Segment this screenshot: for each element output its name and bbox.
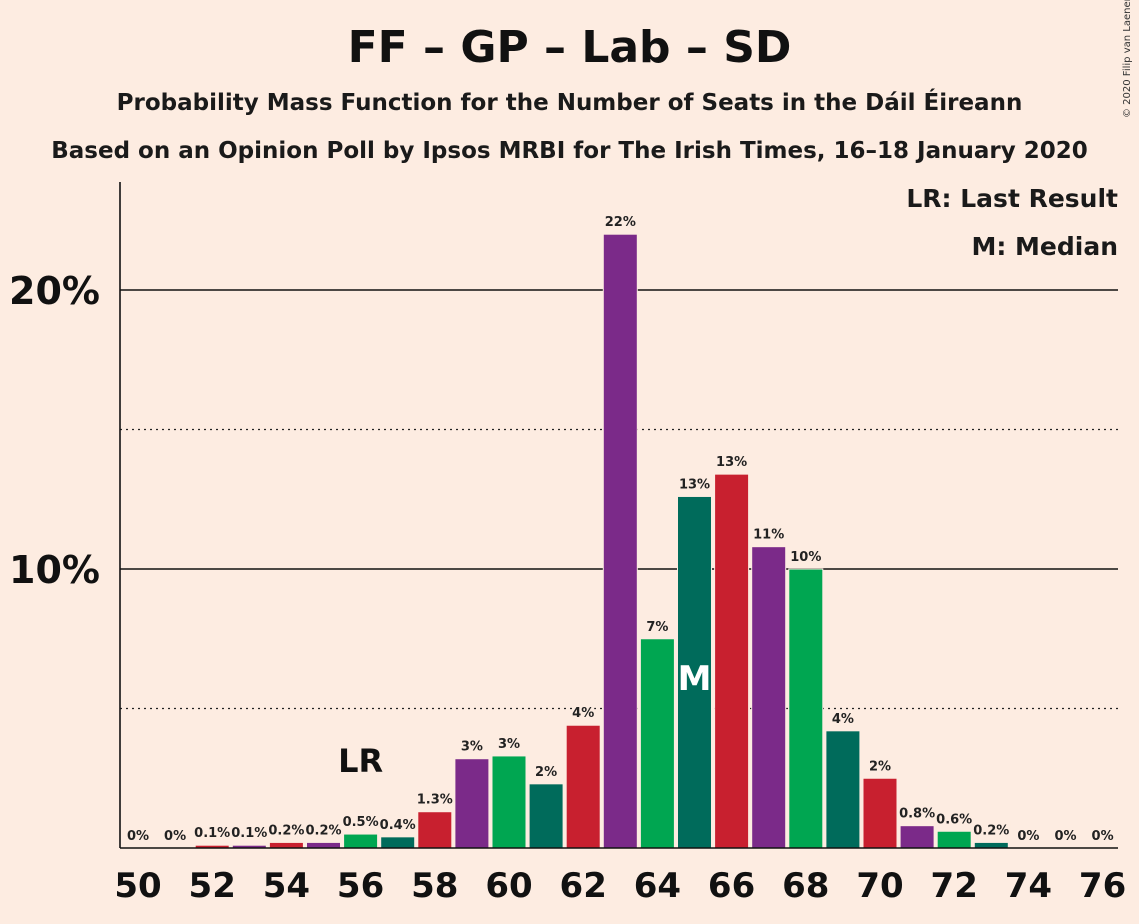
x-tick-label: 72 xyxy=(931,866,978,906)
data-label: 0% xyxy=(127,829,149,844)
data-label: 11% xyxy=(753,528,784,543)
x-tick-label: 52 xyxy=(189,866,236,906)
x-tick-label: 68 xyxy=(782,866,829,906)
chart-title: FF – GP – Lab – SD xyxy=(347,22,792,73)
data-label: 0.4% xyxy=(380,818,416,833)
data-label-bg xyxy=(498,734,520,751)
bar xyxy=(936,830,972,849)
data-label: 13% xyxy=(679,477,710,492)
bar xyxy=(862,777,898,849)
x-tick-label: 76 xyxy=(1079,866,1126,906)
chart-subtitle: Probability Mass Function for the Number… xyxy=(116,90,1023,116)
data-label-bg xyxy=(972,821,1011,838)
data-label-bg xyxy=(1054,827,1077,843)
data-label: 0% xyxy=(1017,829,1039,844)
data-label-bg xyxy=(572,704,595,721)
x-tick-label: 66 xyxy=(708,866,755,906)
data-label-bg xyxy=(164,827,187,843)
data-label-bg xyxy=(230,824,269,841)
data-label: 4% xyxy=(572,706,594,721)
data-label-bg xyxy=(304,821,343,838)
data-label: 0.2% xyxy=(268,823,304,838)
legend-median: M: Median xyxy=(963,232,1118,261)
bar xyxy=(268,841,304,849)
bar xyxy=(380,836,416,849)
data-label: 0.5% xyxy=(343,815,379,830)
data-label-bg xyxy=(1017,827,1040,843)
data-label-bg xyxy=(935,810,974,827)
data-label: 1.3% xyxy=(417,793,453,808)
data-label-bg xyxy=(869,757,891,774)
data-label-bg xyxy=(898,804,937,821)
data-label: 0.1% xyxy=(231,826,267,841)
data-label-bg xyxy=(127,827,149,843)
bar xyxy=(825,730,861,849)
data-label: 0.6% xyxy=(936,812,972,827)
bar xyxy=(306,841,341,849)
bar xyxy=(677,495,712,849)
data-label-bg xyxy=(605,213,636,230)
data-label-bg xyxy=(1091,827,1114,843)
bar xyxy=(751,546,787,849)
legend-last-result: LR: Last Result xyxy=(898,184,1118,213)
bar xyxy=(899,825,935,849)
data-label-bg xyxy=(831,709,854,726)
data-label: 3% xyxy=(461,740,483,755)
x-tick-label: 56 xyxy=(337,866,384,906)
y-tick-label: 20% xyxy=(9,269,100,313)
data-label-bg xyxy=(679,475,710,492)
data-label: 4% xyxy=(832,712,854,727)
bar xyxy=(454,758,490,849)
data-label: 3% xyxy=(498,737,520,752)
bar xyxy=(639,638,675,849)
median-marker: M xyxy=(678,659,712,699)
bar xyxy=(788,568,824,849)
data-label: 22% xyxy=(605,215,636,230)
x-tick-label: 62 xyxy=(560,866,607,906)
data-label-bg xyxy=(378,815,417,832)
x-tick-label: 74 xyxy=(1005,866,1052,906)
bar xyxy=(491,755,527,849)
data-label-bg xyxy=(790,548,821,564)
bar xyxy=(565,724,601,849)
y-tick-label: 10% xyxy=(9,548,100,592)
data-label: 0% xyxy=(1054,829,1076,844)
bar xyxy=(528,783,564,849)
data-label-bg xyxy=(753,525,784,542)
data-label-bg xyxy=(267,821,306,838)
x-tick-label: 70 xyxy=(856,866,903,906)
data-label-bg xyxy=(415,790,454,807)
bar xyxy=(602,233,638,849)
data-label: 0.8% xyxy=(899,807,935,822)
bar xyxy=(973,841,1009,849)
data-label-bg xyxy=(341,813,380,830)
data-label: 0.2% xyxy=(305,823,341,838)
x-tick-label: 54 xyxy=(263,866,310,906)
data-label-bg xyxy=(535,762,558,779)
bar xyxy=(714,473,750,849)
x-tick-label: 50 xyxy=(114,866,161,906)
x-tick-label: 58 xyxy=(411,866,458,906)
bar xyxy=(417,811,453,849)
data-label: 2% xyxy=(535,765,557,780)
data-label: 13% xyxy=(716,455,747,470)
x-tick-label: 60 xyxy=(485,866,532,906)
bar xyxy=(343,833,379,849)
data-label: 0.1% xyxy=(194,826,230,841)
data-label: 0.2% xyxy=(973,823,1009,838)
data-label-bg xyxy=(716,453,747,470)
data-label: 2% xyxy=(869,759,891,774)
data-label: 7% xyxy=(646,620,668,635)
data-label-bg xyxy=(460,737,483,754)
data-label: 0% xyxy=(1092,829,1114,844)
data-label-bg xyxy=(646,617,669,634)
data-label: 0% xyxy=(164,829,186,844)
chart-subtitle-source: Based on an Opinion Poll by Ipsos MRBI f… xyxy=(51,138,1088,164)
last-result-marker: LR xyxy=(338,742,383,780)
x-tick-label: 64 xyxy=(634,866,681,906)
data-label: 10% xyxy=(790,550,821,565)
data-label-bg xyxy=(193,824,232,841)
